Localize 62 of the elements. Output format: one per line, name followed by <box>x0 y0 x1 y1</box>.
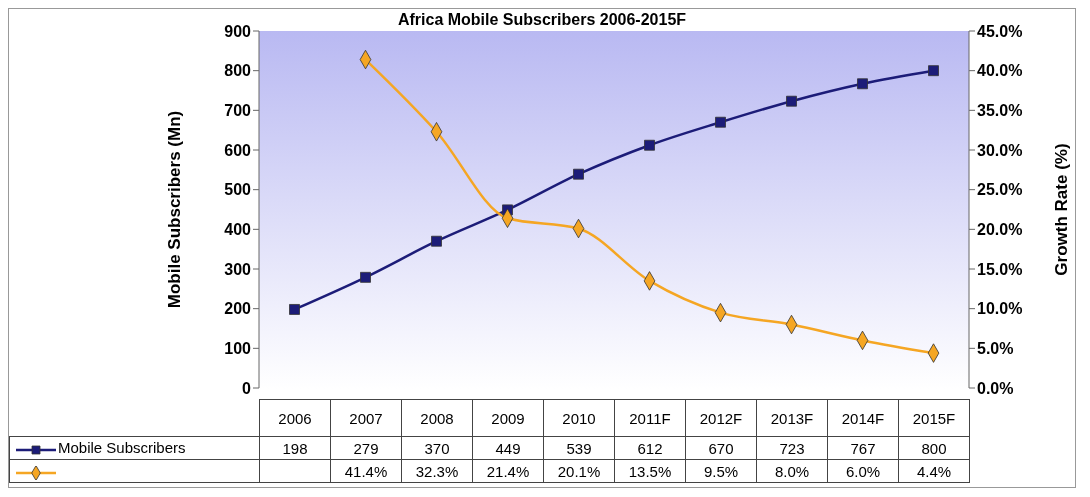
y-tick-label: 900 <box>224 22 252 40</box>
y-axis-title: Mobile Subscribers (Mn) <box>165 110 185 309</box>
data-label: 723 <box>756 436 828 460</box>
x-tick-label: 2014F <box>827 399 899 437</box>
data-label: 612 <box>614 436 686 460</box>
data-label: 449 <box>472 436 544 460</box>
x-tick-label: 2010 <box>543 399 615 437</box>
x-tick-label: 2008 <box>401 399 473 437</box>
data-label: 9.5% <box>685 459 757 483</box>
point <box>786 95 797 107</box>
y-tick-label: 300 <box>224 260 252 278</box>
y2-axis-title: Growth Rate (%) <box>1052 143 1072 276</box>
data-label: 20.1% <box>543 459 615 483</box>
x-tick-label: 2011F <box>614 399 686 437</box>
data-label: 6.0% <box>827 459 899 483</box>
y-tick-label: 400 <box>224 221 252 239</box>
chart-title: Africa Mobile Subscribers 2006-2015F <box>397 11 687 28</box>
data-label: 800 <box>898 436 970 460</box>
y2-tick-label: 30.0% <box>977 141 1023 159</box>
point <box>928 65 939 77</box>
y2-tick-label: 10.0% <box>977 300 1023 318</box>
point <box>431 235 442 247</box>
x-tick-label: 2015F <box>898 399 970 437</box>
y2-tick-label: 25.0% <box>977 181 1023 199</box>
y-tick-label: 100 <box>224 340 252 358</box>
legend-label: Mobile Subscribers <box>9 436 260 460</box>
y2-tick-label: 45.0% <box>977 22 1023 40</box>
point <box>644 139 655 151</box>
y-tick-label: 700 <box>224 102 252 120</box>
data-label: 767 <box>827 436 899 460</box>
point <box>360 271 371 283</box>
y-tick-label: 500 <box>224 181 252 199</box>
data-label: 539 <box>543 436 615 460</box>
x-tick-label: 2012F <box>685 399 757 437</box>
data-label: 21.4% <box>472 459 544 483</box>
data-label: 32.3% <box>401 459 473 483</box>
x-tick-label: 2009 <box>472 399 544 437</box>
data-label: 41.4% <box>330 459 402 483</box>
y2-tick-label: 0.0% <box>977 379 1014 397</box>
data-label: 279 <box>330 436 402 460</box>
y2-tick-label: 15.0% <box>977 260 1023 278</box>
point <box>715 116 726 128</box>
point <box>857 78 868 90</box>
y-tick-label: 0 <box>242 379 252 397</box>
y2-tick-label: 5.0% <box>977 340 1014 358</box>
data-label: 13.5% <box>614 459 686 483</box>
x-tick-label: 2013F <box>756 399 828 437</box>
point <box>573 168 584 180</box>
data-label: 370 <box>401 436 473 460</box>
data-label: 670 <box>685 436 757 460</box>
y2-tick-label: 35.0% <box>977 102 1023 120</box>
y2-tick-label: 40.0% <box>977 62 1023 80</box>
y2-tick-label: 20.0% <box>977 221 1023 239</box>
y-tick-label: 800 <box>224 62 252 80</box>
point <box>289 304 300 315</box>
y-tick-label: 200 <box>224 300 252 318</box>
data-label: 4.4% <box>898 459 970 483</box>
data-label: 8.0% <box>756 459 828 483</box>
x-tick-label: 2007 <box>330 399 402 437</box>
y-tick-label: 600 <box>224 141 252 159</box>
x-tick-label: 2006 <box>259 399 331 437</box>
data-label: 198 <box>259 436 331 460</box>
